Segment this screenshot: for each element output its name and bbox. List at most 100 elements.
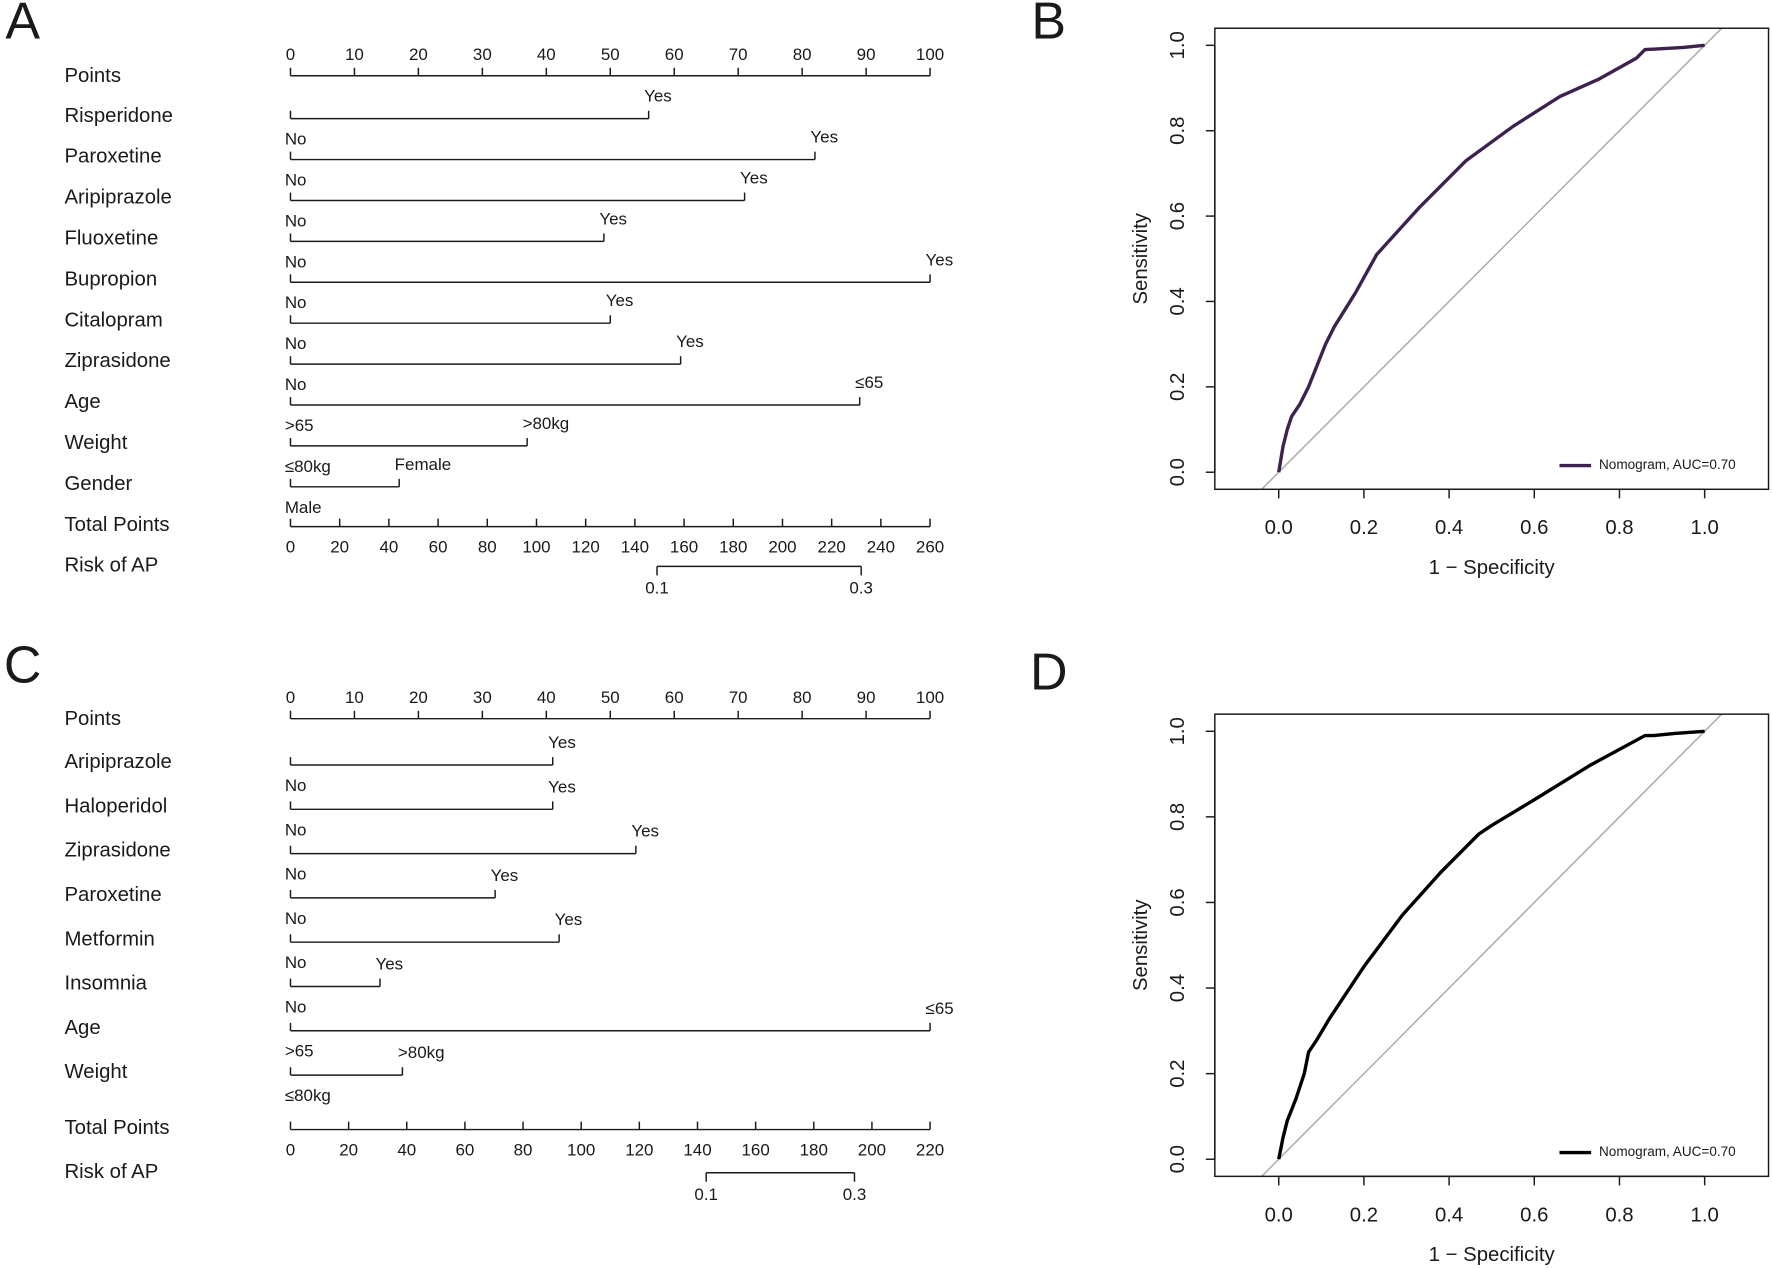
- y-tick-label: 0.2: [1167, 373, 1189, 401]
- tick-label: 200: [768, 538, 796, 557]
- tick-label: 220: [818, 538, 846, 557]
- x-tick-label: 0.8: [1605, 517, 1633, 539]
- row-label: Ziprasidone: [64, 350, 170, 372]
- tick-label: 50: [601, 688, 620, 707]
- tick-label: 90: [857, 45, 876, 64]
- tick-label: 10: [345, 45, 364, 64]
- legend-label: Nomogram, AUC=0.70: [1599, 457, 1736, 472]
- level-label: Yes: [926, 250, 954, 269]
- row-label: Risperidone: [64, 105, 172, 127]
- tick-label: 100: [567, 1141, 595, 1160]
- tick-label: 0: [286, 1141, 295, 1160]
- level-label: >65: [285, 416, 314, 435]
- y-tick-label: 0.0: [1167, 458, 1189, 486]
- y-tick-label: 0.2: [1167, 1060, 1189, 1088]
- y-tick-label: 0.8: [1167, 803, 1189, 831]
- level-label: Yes: [599, 209, 627, 228]
- row-label: Risk of AP: [64, 1161, 158, 1183]
- level-label: ≤80kg: [285, 457, 331, 476]
- legend-label: Nomogram, AUC=0.70: [1599, 1144, 1736, 1159]
- tick-label: 40: [537, 45, 556, 64]
- tick-label: 80: [478, 538, 497, 557]
- row-label: Age: [64, 1017, 100, 1039]
- row-label: Points: [64, 65, 121, 87]
- x-tick-label: 1.0: [1691, 1204, 1719, 1226]
- tick-label: 0: [286, 45, 295, 64]
- tick-label: 200: [858, 1141, 886, 1160]
- level-label: No: [285, 293, 307, 312]
- x-tick-label: 0.2: [1350, 517, 1378, 539]
- row-label: Gender: [64, 473, 132, 495]
- level-label: >80kg: [398, 1043, 445, 1062]
- row-label: Paroxetine: [64, 146, 161, 168]
- tick-label: 0.1: [694, 1185, 718, 1204]
- tick-label: 100: [522, 538, 550, 557]
- x-tick-label: 0.4: [1435, 1204, 1463, 1226]
- tick-label: 220: [916, 1141, 944, 1160]
- tick-label: 70: [729, 688, 748, 707]
- y-tick-label: 1.0: [1167, 717, 1189, 745]
- row-label: Points: [64, 708, 121, 730]
- row-label: Ziprasidone: [64, 840, 170, 862]
- tick-label: 160: [742, 1141, 770, 1160]
- tick-label: 80: [793, 688, 812, 707]
- row-label: Risk of AP: [64, 555, 158, 577]
- tick-label: 20: [409, 45, 428, 64]
- level-label: Yes: [676, 332, 704, 351]
- x-tick-label: 0.6: [1520, 1204, 1548, 1226]
- y-axis-label: Sensitivity: [1130, 899, 1152, 991]
- level-label: Yes: [606, 291, 634, 310]
- level-label: Yes: [644, 87, 672, 106]
- level-label: >65: [285, 1042, 314, 1061]
- tick-label: 180: [719, 538, 747, 557]
- tick-label: 0: [286, 688, 295, 707]
- tick-label: 0.3: [843, 1185, 867, 1204]
- level-label: No: [285, 130, 307, 149]
- y-tick-label: 0.0: [1167, 1145, 1189, 1173]
- y-tick-label: 0.6: [1167, 202, 1189, 230]
- tick-label: 0: [286, 538, 295, 557]
- level-label: >80kg: [523, 414, 570, 433]
- y-tick-label: 0.4: [1167, 287, 1189, 315]
- tick-label: 160: [670, 538, 698, 557]
- level-label: Yes: [376, 955, 404, 974]
- x-tick-label: 0.0: [1265, 1204, 1293, 1226]
- tick-label: 120: [572, 538, 600, 557]
- level-label: Male: [285, 498, 322, 517]
- tick-label: 180: [800, 1141, 828, 1160]
- row-label: Paroxetine: [64, 884, 161, 906]
- x-tick-label: 1.0: [1691, 517, 1719, 539]
- level-label: Yes: [555, 910, 583, 929]
- row-label: Bupropion: [64, 268, 157, 290]
- x-tick-label: 0.6: [1520, 517, 1548, 539]
- y-tick-label: 1.0: [1167, 31, 1189, 59]
- tick-label: 60: [665, 45, 684, 64]
- y-tick-label: 0.8: [1167, 117, 1189, 145]
- x-tick-label: 0.2: [1350, 1204, 1378, 1226]
- y-tick-label: 0.4: [1167, 974, 1189, 1002]
- level-label: No: [285, 171, 307, 190]
- tick-label: 80: [514, 1141, 533, 1160]
- level-label: No: [285, 909, 307, 928]
- row-label: Metformin: [64, 928, 154, 950]
- level-label: Yes: [491, 866, 519, 885]
- x-tick-label: 0.4: [1435, 517, 1463, 539]
- level-label: No: [285, 865, 307, 884]
- level-label: Yes: [810, 128, 838, 147]
- tick-label: 60: [665, 688, 684, 707]
- tick-label: 140: [621, 538, 649, 557]
- row-label: Weight: [64, 432, 127, 454]
- panel-letter: C: [4, 637, 42, 695]
- panel-letter: D: [1030, 643, 1068, 701]
- tick-label: 140: [683, 1141, 711, 1160]
- panel-letter: B: [1031, 0, 1066, 51]
- level-label: No: [285, 211, 307, 230]
- tick-label: 60: [455, 1141, 474, 1160]
- tick-label: 70: [729, 45, 748, 64]
- y-tick-label: 0.6: [1167, 888, 1189, 916]
- tick-label: 260: [916, 538, 944, 557]
- level-label: ≤80kg: [285, 1086, 331, 1105]
- level-label: Yes: [631, 822, 659, 841]
- row-label: Insomnia: [64, 973, 147, 995]
